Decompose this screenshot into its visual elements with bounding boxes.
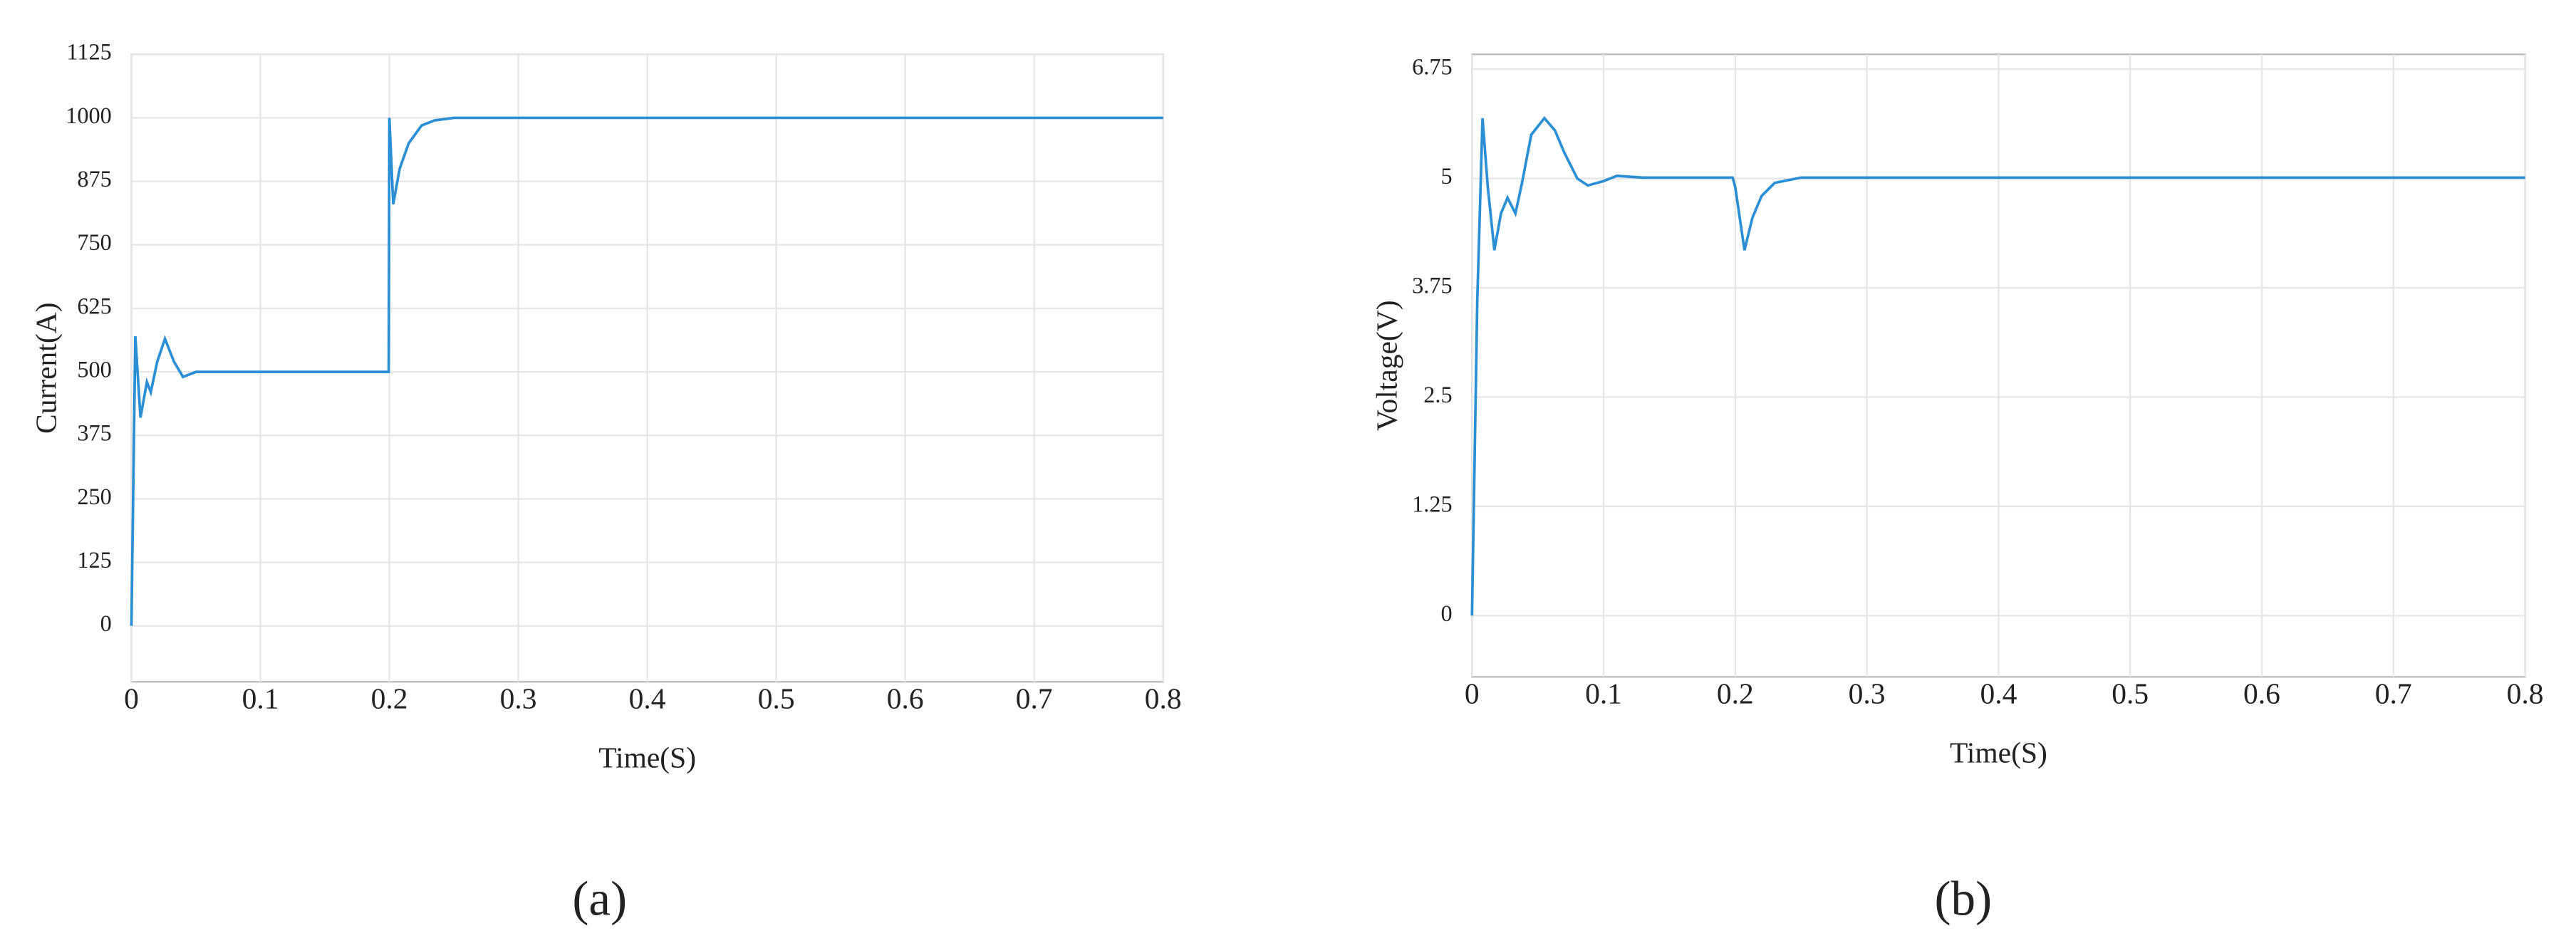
- y-tick-label: 625: [77, 293, 111, 318]
- x-axis-label: Time(S): [1950, 736, 2047, 770]
- y-axis-label: Voltage(V): [1371, 300, 1404, 431]
- x-tick-label: 0.3: [500, 682, 537, 714]
- x-tick-label: 0.3: [1849, 677, 1886, 710]
- y-tick-label: 0: [1440, 600, 1452, 626]
- x-axis-label: Time(S): [598, 741, 696, 774]
- x-tick-label: 0.6: [887, 682, 924, 714]
- x-tick-label: 0.7: [1016, 682, 1053, 714]
- x-tick-label: 0.8: [2507, 677, 2544, 710]
- y-tick-label: 3.75: [1412, 272, 1452, 298]
- y-tick-label: 250: [77, 484, 111, 509]
- x-tick-label: 0.5: [2112, 677, 2149, 710]
- chart: 0 125 250 375 500 625 750 875 1000 1125 0 0.1 0.2 0.3…: [30, 39, 1182, 926]
- y-tick-label: 2.5: [1423, 382, 1452, 407]
- data-line: [130, 116, 1163, 626]
- y-axis-label: Current(A): [30, 303, 63, 434]
- x-tick-label: 0: [124, 682, 139, 714]
- y-tick-label: 125: [77, 547, 111, 573]
- x-tick-label: 0.8: [1145, 682, 1182, 714]
- x-tick-label: 0.7: [2375, 677, 2412, 710]
- y-tick-label: 500: [77, 357, 111, 382]
- x-tick-label: 0.4: [629, 682, 666, 714]
- y-tick-label: 1000: [66, 103, 112, 128]
- y-tick-label: 0: [100, 610, 112, 636]
- y-tick-label: 375: [77, 420, 111, 446]
- caption: (b): [1934, 870, 1992, 925]
- y-tick-label: 750: [77, 229, 111, 255]
- y-tick-label: 1125: [66, 39, 111, 65]
- data-line: [1470, 116, 2525, 616]
- x-tick-label: 0.4: [1980, 677, 2017, 710]
- y-tick-label: 1.25: [1412, 491, 1452, 516]
- x-tick-label: 0.5: [758, 682, 795, 714]
- x-tick-label: 0.1: [242, 682, 279, 714]
- x-tick-label: 0.6: [2243, 677, 2280, 710]
- caption: (a): [572, 870, 627, 925]
- x-tick-label: 0.1: [1585, 677, 1622, 710]
- chart: 0 1.25 2.5 3.75 5 6.75 0 0.1 0.2 0.3 0.4 0.5 0.6 0.7 0…: [1371, 53, 2544, 925]
- x-tick-label: 0.2: [1717, 677, 1754, 710]
- x-tick-label: 0: [1465, 677, 1480, 710]
- y-tick-label: 6.75: [1412, 54, 1452, 80]
- y-tick-label: 5: [1440, 163, 1452, 189]
- y-tick-label: 875: [77, 166, 111, 192]
- x-tick-label: 0.2: [371, 682, 408, 714]
